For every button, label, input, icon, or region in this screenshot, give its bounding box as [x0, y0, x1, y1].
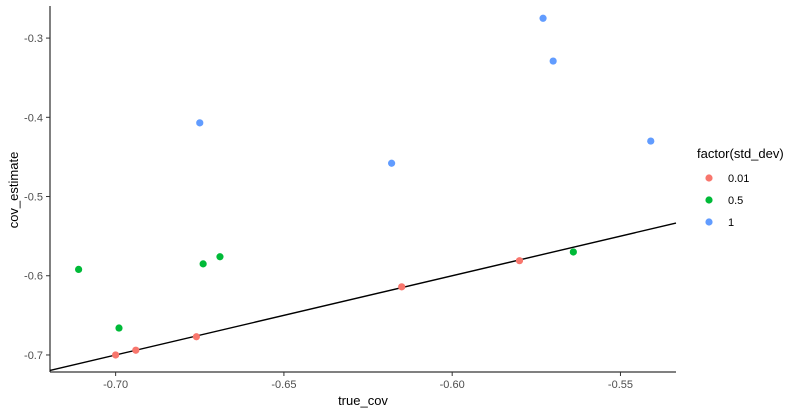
legend-label-0-01: 0.01: [728, 173, 749, 185]
data-point-1: [647, 137, 655, 145]
data-point-0-01: [132, 346, 140, 354]
x-tick-label: -0.70: [103, 379, 128, 391]
y-tick-label: -0.3: [24, 33, 43, 45]
legend-key-0-01: [705, 174, 713, 182]
y-tick-label: -0.4: [24, 112, 43, 124]
data-point-0-5: [199, 260, 207, 268]
y-tick-label: -0.5: [24, 192, 43, 204]
x-tick-label: -0.60: [440, 379, 465, 391]
x-tick-label: -0.55: [608, 379, 633, 391]
data-point-1: [549, 57, 557, 65]
x-tick-label: -0.65: [271, 379, 296, 391]
axes: -0.70 -0.65 -0.60 -0.55 -0.7 -0.6 -0.5 -0.4 -0.3: [24, 6, 676, 391]
data-point-0-5: [115, 324, 123, 332]
y-axis-title: cov_estimate: [6, 152, 21, 229]
legend-label-1: 1: [728, 217, 734, 229]
data-point-1: [196, 119, 204, 127]
legend-label-0-5: 0.5: [728, 195, 743, 207]
identity-line: [49, 222, 677, 372]
data-point-0-01: [112, 351, 120, 359]
data-point-0-01: [192, 333, 201, 341]
legend-title: factor(std_dev): [697, 146, 784, 161]
data-point-0-01: [398, 283, 406, 291]
y-tick-label: -0.7: [24, 350, 43, 362]
legend-key-1: [705, 218, 713, 226]
x-axis-title: true_cov: [338, 393, 388, 408]
legend-key-0-5: [705, 196, 713, 204]
data-point-0-5: [569, 248, 577, 256]
plot-area: [49, 14, 677, 372]
legend: factor(std_dev) 0.01 0.5 1: [697, 146, 784, 229]
data-point-0-5: [216, 253, 224, 261]
data-point-1: [388, 159, 396, 167]
data-point-0-5: [75, 265, 83, 274]
y-tick-label: -0.6: [24, 271, 43, 283]
data-point-0-01: [515, 257, 524, 265]
data-point-1: [539, 14, 547, 22]
